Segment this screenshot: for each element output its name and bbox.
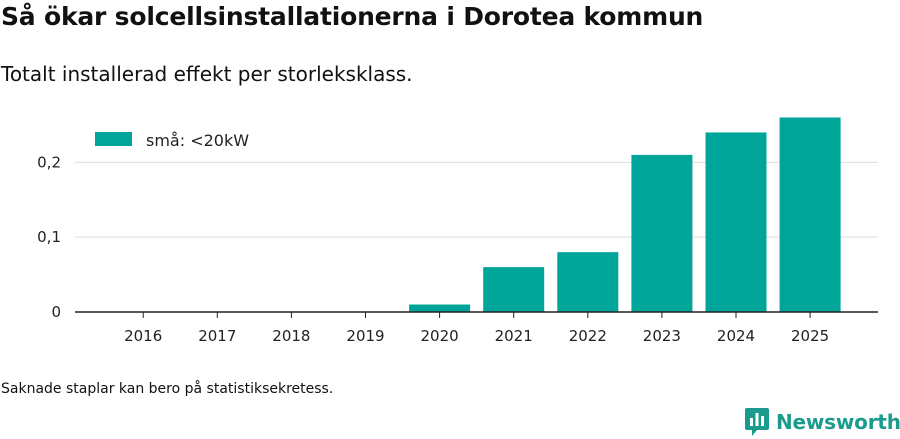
x-tick-label: 2021 [495,327,533,345]
bar [409,304,471,312]
y-axis-ticks: 0 0,1 0,2 [37,153,61,321]
legend-swatch [95,132,132,146]
x-tick-label: 2018 [272,327,310,345]
x-tick-label: 2022 [569,327,607,345]
legend-label: små: <20kW [146,131,249,150]
brand-name: Newsworthy [776,410,900,434]
bar [705,132,767,312]
chart-subtitle: Totalt installerad effekt per storlekskl… [1,62,413,86]
y-tick-label: 0 [51,303,61,321]
bar-chart-logo-icon [745,408,769,436]
footnote: Saknade staplar kan bero på statistiksek… [1,381,334,397]
x-axis-ticks: 2016 2017 2018 2019 2020 2021 2022 2023 2024 2025 [124,312,829,345]
legend: små: <20kW [95,131,249,150]
bar [483,267,545,312]
y-tick-label: 0,2 [37,153,61,171]
bar [557,252,619,312]
bars [409,117,841,313]
x-tick-label: 2016 [124,327,162,345]
x-tick-label: 2019 [346,327,384,345]
x-tick-label: 2025 [791,327,829,345]
x-tick-label: 2024 [717,327,755,345]
x-tick-label: 2020 [421,327,459,345]
y-tick-label: 0,1 [37,228,61,246]
chart-title: Så ökar solcellsinstallationerna i Dorot… [1,2,704,31]
bar [779,117,841,313]
x-tick-label: 2023 [643,327,681,345]
bar-chart: 0 0,1 0,2 2016 2017 2018 2019 2020 2021 2022 2023… [37,117,878,345]
brand-logo: Newsworthy [744,406,900,438]
bar [631,154,693,312]
x-tick-label: 2017 [198,327,236,345]
